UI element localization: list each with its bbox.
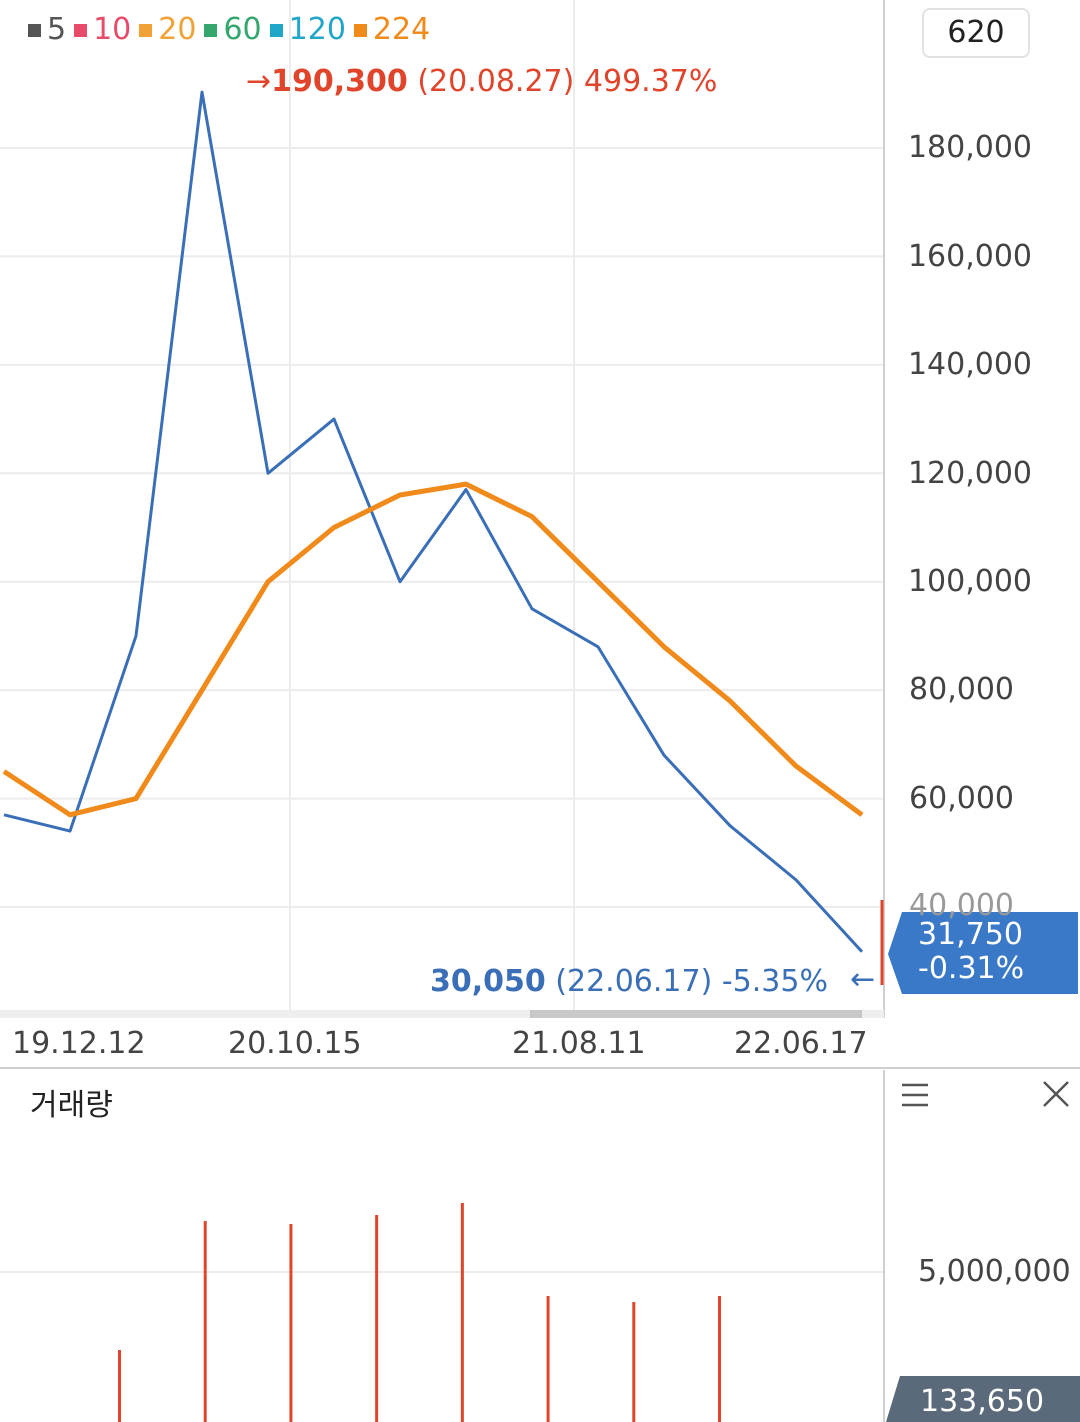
legend-swatch <box>353 23 367 37</box>
low-price: 30,050 <box>429 964 546 999</box>
volume-current: 133,650 <box>920 1384 1045 1419</box>
legend-item-20[interactable]: 20 <box>139 10 196 50</box>
volume-title: 거래량 <box>30 1088 113 1123</box>
high-price: 190,300 <box>271 64 408 99</box>
legend-label: 120 <box>288 12 346 47</box>
legend-label: 5 <box>47 12 67 47</box>
legend-label: 20 <box>158 12 197 47</box>
legend-label: 224 <box>372 12 431 47</box>
volume-bar <box>118 1350 121 1422</box>
legend-item-5[interactable]: 5 <box>28 10 66 50</box>
current-price: 31,750 <box>918 917 1023 952</box>
legend-swatch <box>28 23 41 37</box>
volume-bar <box>546 1296 550 1422</box>
low-price-annotation: 30,050 (22.06.17) -5.35% <box>430 964 828 999</box>
close-icon[interactable] <box>1040 1078 1072 1110</box>
scroll-track[interactable] <box>0 1010 884 1018</box>
x-tick-label: 20.10.15 <box>228 1026 362 1061</box>
current-price-text: 31,750 -0.31% <box>918 918 1024 986</box>
legend-item-224[interactable]: 224 <box>353 10 431 50</box>
legend-swatch <box>139 23 153 37</box>
series-line-224 <box>2 481 864 818</box>
y-tick-label: 100,000 <box>907 564 1032 599</box>
volume-bar <box>203 1221 207 1422</box>
y-tick-label: 40,000 <box>909 888 1014 923</box>
y-tick-label: 80,000 <box>909 672 1014 707</box>
chart-legend: 5 10 20 60 120 224 <box>28 10 430 50</box>
volume-y-tick-label: 5,000,000 <box>918 1254 1071 1289</box>
volume-bar <box>632 1302 636 1422</box>
legend-item-10[interactable]: 10 <box>74 10 131 50</box>
legend-swatch <box>204 23 218 37</box>
y-tick-label: 60,000 <box>909 781 1014 816</box>
legend-label: 60 <box>223 12 262 47</box>
volume-bar <box>375 1215 379 1422</box>
price-chart <box>0 0 1080 1069</box>
volume-current-tag <box>886 1376 1080 1422</box>
legend-item-120[interactable]: 120 <box>269 10 346 50</box>
menu-icon[interactable] <box>900 1082 930 1108</box>
legend-item-60[interactable]: 60 <box>204 10 262 50</box>
x-tick-label: 22.06.17 <box>734 1026 868 1061</box>
y-tick-label: 120,000 <box>907 456 1032 491</box>
low-pct: -5.35% <box>721 964 828 999</box>
y-tick-label: 180,000 <box>907 130 1032 165</box>
volume-chart <box>0 1070 1080 1422</box>
x-tick-label: 21.08.11 <box>512 1026 646 1061</box>
x-tick-label: 19.12.12 <box>12 1026 146 1061</box>
period-count-button[interactable]: 620 <box>922 8 1030 58</box>
arrow-left-icon: ← <box>850 962 876 997</box>
arrow-right-icon: → <box>246 64 272 99</box>
scroll-thumb[interactable] <box>530 1010 862 1018</box>
volume-bar <box>718 1296 721 1422</box>
volume-bar <box>289 1224 293 1422</box>
current-price-tag <box>888 912 1078 994</box>
y-tick-label: 160,000 <box>907 239 1032 274</box>
current-change: -0.31% <box>918 951 1025 986</box>
y-tick-label: 140,000 <box>907 347 1032 382</box>
legend-swatch <box>269 23 283 37</box>
high-date: (20.08.27) <box>417 64 575 99</box>
legend-label: 10 <box>93 12 132 47</box>
high-price-annotation: →190,300 (20.08.27) 499.37% <box>246 64 717 99</box>
volume-bar <box>460 1203 464 1422</box>
low-date: (22.06.17) <box>555 964 713 999</box>
high-pct: 499.37% <box>583 64 718 99</box>
series-line-5 <box>3 90 864 953</box>
legend-swatch <box>74 23 88 37</box>
